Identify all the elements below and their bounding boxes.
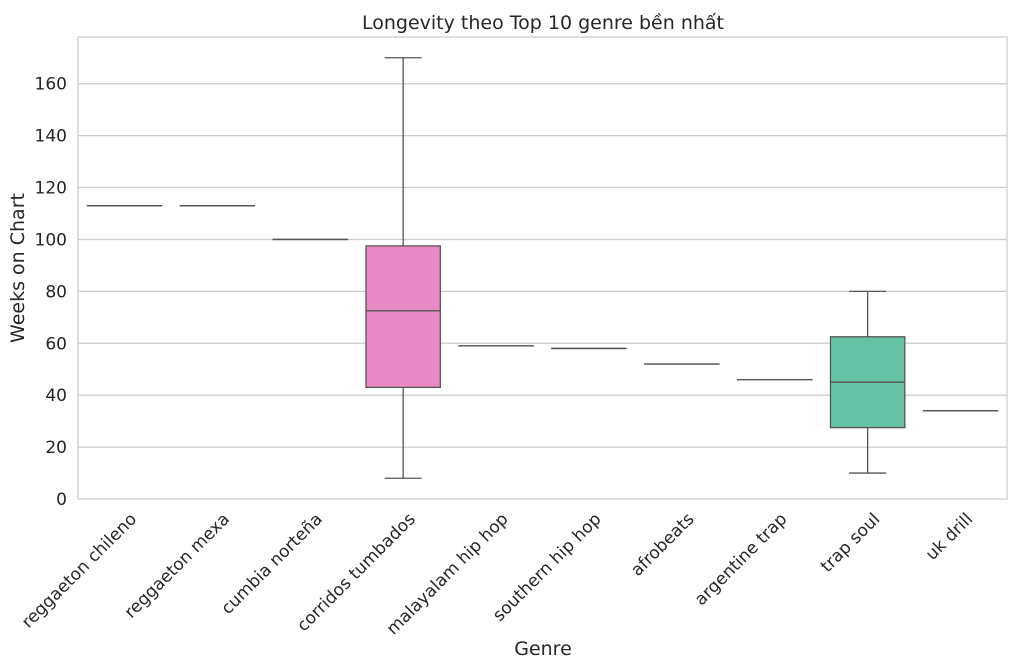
- x-tick-label: afrobeats: [627, 509, 698, 580]
- y-tick-label: 20: [45, 438, 67, 458]
- y-tick-label: 0: [56, 490, 67, 510]
- x-axis-title: Genre: [514, 638, 572, 660]
- chart-title: Longevity theo Top 10 genre bền nhất: [362, 12, 724, 34]
- plot-area-frame: [77, 36, 1008, 500]
- x-tick-label: argentine trap: [691, 509, 791, 609]
- x-tick-label: uk drill: [922, 509, 977, 564]
- x-tick-label: trap soul: [817, 509, 884, 576]
- boxes: [86, 57, 999, 479]
- grid-lines: [78, 83, 1007, 448]
- x-tick-label: reggaeton chileno: [18, 509, 141, 632]
- y-tick-label: 140: [35, 127, 67, 147]
- y-tick-label: 100: [35, 230, 67, 250]
- box-corridos-tumbados: [365, 57, 441, 479]
- y-tick-label: 40: [45, 386, 67, 406]
- y-tick-label: 160: [35, 75, 67, 95]
- iqr-box: [365, 245, 441, 389]
- box-trap-soul: [829, 290, 906, 474]
- y-tick-label: 60: [45, 334, 67, 354]
- x-tick-label: cumbia norteña: [218, 509, 327, 618]
- y-tick-label: 120: [35, 179, 67, 199]
- y-tick-label: 80: [45, 282, 67, 302]
- y-axis-title: Weeks on Chart: [7, 193, 29, 343]
- y-tick-labels: 0 20 40 60 80 100 120 140 160: [35, 75, 67, 510]
